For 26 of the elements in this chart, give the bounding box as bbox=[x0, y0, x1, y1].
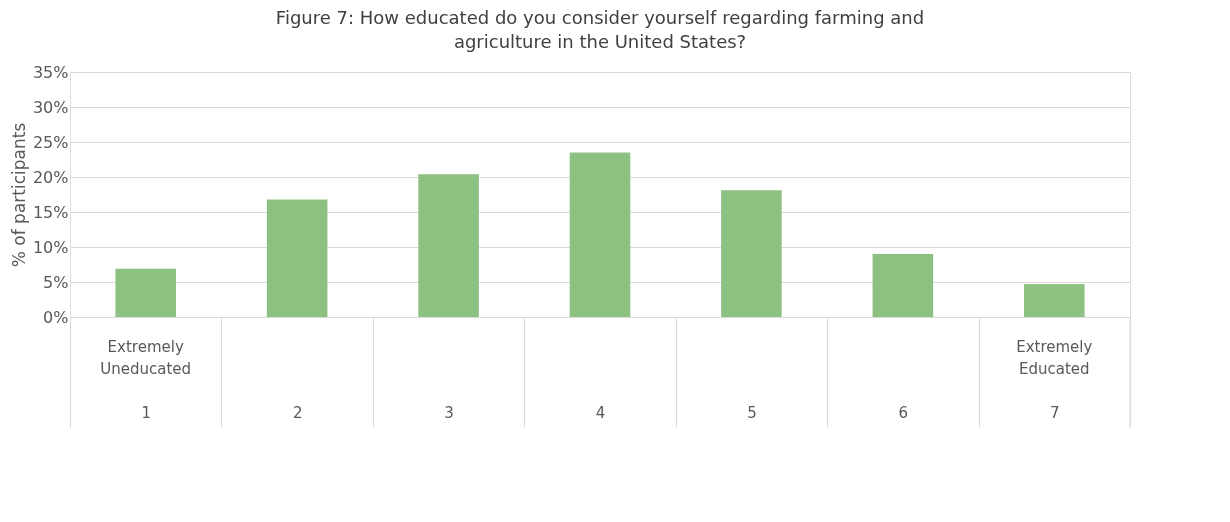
x-tick-label: 2 bbox=[292, 403, 303, 422]
y-tick-label: 5% bbox=[43, 272, 69, 292]
y-tick-label: 30% bbox=[32, 97, 69, 117]
bar bbox=[418, 174, 479, 317]
chart-title: Figure 7: How educated do you consider yourself regarding farming and agriculture in the United States? bbox=[275, 7, 925, 52]
y-tick-label: 25% bbox=[32, 132, 69, 152]
x-tick-label: 5 bbox=[747, 403, 757, 422]
y-tick-label: 35% bbox=[32, 62, 69, 82]
x-tick-label: 1 bbox=[141, 403, 151, 422]
y-tick-label: 20% bbox=[32, 167, 69, 187]
x-tick-label: 3 bbox=[444, 403, 454, 422]
bar bbox=[115, 268, 176, 317]
bar bbox=[569, 152, 631, 317]
text: Extremely Uneducated bbox=[100, 338, 192, 378]
bar bbox=[1024, 284, 1085, 317]
y-axis-title: % of participants bbox=[8, 122, 29, 268]
text: Extremely Educated bbox=[1016, 338, 1093, 378]
y-tick-label: 10% bbox=[32, 237, 69, 257]
x-tick-label: 6 bbox=[898, 403, 909, 422]
bar bbox=[266, 199, 328, 317]
y-tick-label: 0% bbox=[43, 307, 69, 327]
bar bbox=[721, 190, 782, 317]
y-tick-label: 15% bbox=[32, 202, 69, 222]
bar bbox=[872, 254, 934, 317]
x-tick-label: 4 bbox=[595, 403, 606, 422]
x-tick-label: 7 bbox=[1050, 403, 1060, 422]
